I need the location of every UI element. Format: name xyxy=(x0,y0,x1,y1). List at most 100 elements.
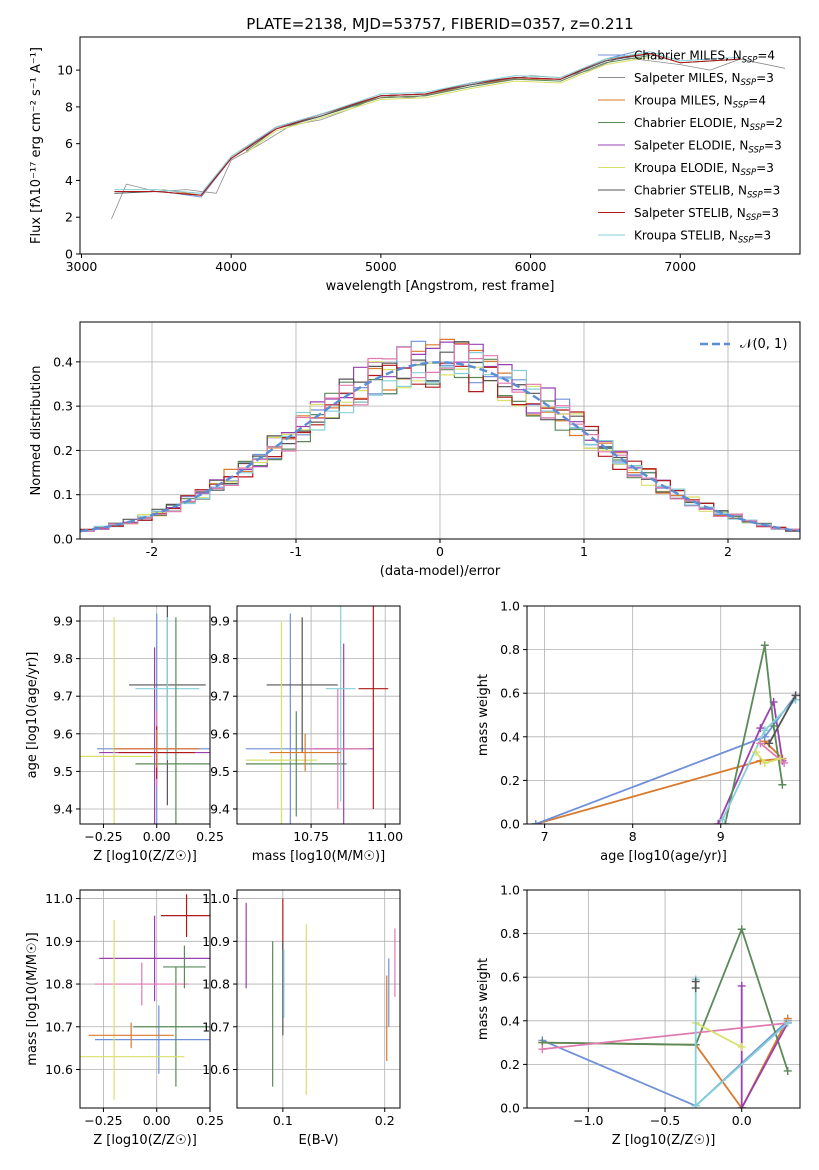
plus-marker xyxy=(718,815,727,824)
plot-area xyxy=(538,925,792,1108)
plus-marker xyxy=(760,758,769,767)
y-tick-label: 9.9 xyxy=(210,614,230,629)
x-tick-label: 0.25 xyxy=(196,829,224,844)
legend-subscript: SSP xyxy=(733,101,749,111)
plus-marker xyxy=(737,1104,746,1108)
x-tick-label: 6000 xyxy=(515,259,547,274)
weight-line xyxy=(717,698,784,824)
y-tick-label: 0.4 xyxy=(500,1013,520,1028)
legend-value: =3 xyxy=(756,71,774,85)
y-tick-label: 10.8 xyxy=(45,977,73,992)
axes-frame xyxy=(236,605,401,825)
y-axis-label: mass [log10(M/M☉)] xyxy=(25,932,40,1065)
y-tick-label: 0.6 xyxy=(500,686,520,701)
legend-subscript: SSP xyxy=(738,236,754,246)
chart-z-age: −0.25 0.00 0.25 9.4 9.5 9.6 9.7 9.8 9.9 Z [log10(… xyxy=(25,605,224,864)
plus-marker xyxy=(765,739,774,748)
y-tick-label: 10.7 xyxy=(202,1019,230,1034)
weight-line xyxy=(740,985,789,1108)
legend-subscript: SSP xyxy=(748,146,764,156)
plot-area xyxy=(80,894,210,1100)
plus-marker xyxy=(778,780,787,789)
plus-marker xyxy=(691,1101,700,1108)
x-axis-label: age [log10(age/yr)] xyxy=(600,849,727,864)
legend-label: Chabrier ELODIE, NSSP=2 xyxy=(634,116,783,133)
plus-marker xyxy=(760,726,769,735)
legend-label: Kroupa STELIB, NSSP=3 xyxy=(634,229,771,246)
x-tick-label: 3000 xyxy=(66,259,98,274)
weight-line xyxy=(542,926,789,1072)
y-tick-label: 0.1 xyxy=(53,487,73,502)
legend-label: Chabrier STELIB, NSSP=3 xyxy=(634,184,780,201)
y-tick-label: 0.8 xyxy=(500,642,520,657)
x-tick-label: 10.75 xyxy=(293,829,329,844)
y-tick-label: 0.2 xyxy=(53,443,73,458)
y-tick-label: 0.0 xyxy=(53,532,73,547)
series-line xyxy=(162,51,636,198)
plus-marker xyxy=(756,724,765,733)
series-line xyxy=(245,53,651,150)
y-axis-label: Flux [fλ10⁻¹⁷ erg cm⁻² s⁻¹ A⁻¹] xyxy=(29,47,44,244)
y-tick-label: 0.2 xyxy=(500,1057,520,1072)
y-tick-label: 2 xyxy=(65,210,73,225)
y-tick-label: 0 xyxy=(65,247,73,262)
chart-age-weight: 7 8 9 0.0 0.2 0.4 0.6 0.8 1.0 age [log10(age/yr)]… xyxy=(476,599,801,864)
legend-subscript: SSP xyxy=(742,56,758,66)
x-axis-label: wavelength [Angstrom, rest frame] xyxy=(326,279,555,294)
x-tick-label: −1.0 xyxy=(573,1113,603,1128)
x-tick-label: 2 xyxy=(724,544,732,559)
x-axis-label: E(B-V) xyxy=(298,1133,338,1148)
x-axis-label: (data-model)/error xyxy=(380,564,501,579)
x-tick-label: 0.1 xyxy=(273,1113,293,1128)
plus-marker xyxy=(760,641,769,650)
x-axis-label: Z [log10(Z/Z☉)] xyxy=(93,849,197,864)
legend-value: =2 xyxy=(765,116,783,130)
series-line xyxy=(245,56,651,154)
plus-marker xyxy=(737,981,746,990)
axes-frame xyxy=(79,36,801,255)
data-point xyxy=(94,1005,210,1074)
y-tick-label: 0.3 xyxy=(53,399,73,414)
legend-label: Salpeter STELIB, NSSP=3 xyxy=(634,206,779,223)
x-tick-label: 0 xyxy=(436,544,444,559)
axes-frame xyxy=(79,605,211,825)
y-tick-label: 1.0 xyxy=(500,599,520,614)
y-tick-label: 0.4 xyxy=(53,354,73,369)
plot-area xyxy=(111,51,786,220)
data-point xyxy=(269,733,341,772)
plus-marker xyxy=(531,820,540,824)
plot-area xyxy=(245,606,389,824)
y-tick-label: 10.7 xyxy=(45,1019,73,1034)
y-tick-label: 8 xyxy=(65,99,73,114)
series-line xyxy=(114,51,741,194)
axes-frame xyxy=(526,605,801,825)
legend-value: =3 xyxy=(754,229,772,243)
x-tick-label: 0.0 xyxy=(732,1113,752,1128)
legend-label: Kroupa ELODIE, NSSP=3 xyxy=(634,161,774,178)
x-tick-label: −0.5 xyxy=(650,1113,680,1128)
legend-subscript: SSP xyxy=(747,191,763,201)
plus-marker xyxy=(737,1042,746,1051)
y-tick-label: 0.2 xyxy=(500,773,520,788)
y-tick-label: 9.5 xyxy=(53,764,73,779)
plot-area xyxy=(245,898,396,1096)
y-tick-label: 9.6 xyxy=(53,726,73,741)
y-tick-label: 9.4 xyxy=(210,801,230,816)
y-tick-label: 11.0 xyxy=(202,891,230,906)
weight-line xyxy=(535,740,785,824)
x-tick-label: 0.00 xyxy=(143,1113,171,1128)
axes-frame xyxy=(526,889,801,1109)
x-tick-label: 5000 xyxy=(365,259,397,274)
gaussian-curve xyxy=(80,361,800,533)
y-tick-label: 10 xyxy=(57,63,73,78)
legend: Chabrier MILES, NSSP=4 Salpeter MILES, NS… xyxy=(598,49,783,246)
figure-title: PLATE=2138, MJD=53757, FIBERID=0357, z=0… xyxy=(246,15,633,33)
data-point xyxy=(325,606,356,802)
y-axis-label: age [log10(age/yr)] xyxy=(25,652,40,779)
weight-line xyxy=(542,1022,788,1050)
legend-label: Salpeter ELODIE, NSSP=3 xyxy=(634,139,782,156)
y-tick-label: 4 xyxy=(65,173,73,188)
plus-marker xyxy=(714,820,723,824)
legend-value: =4 xyxy=(757,49,775,63)
